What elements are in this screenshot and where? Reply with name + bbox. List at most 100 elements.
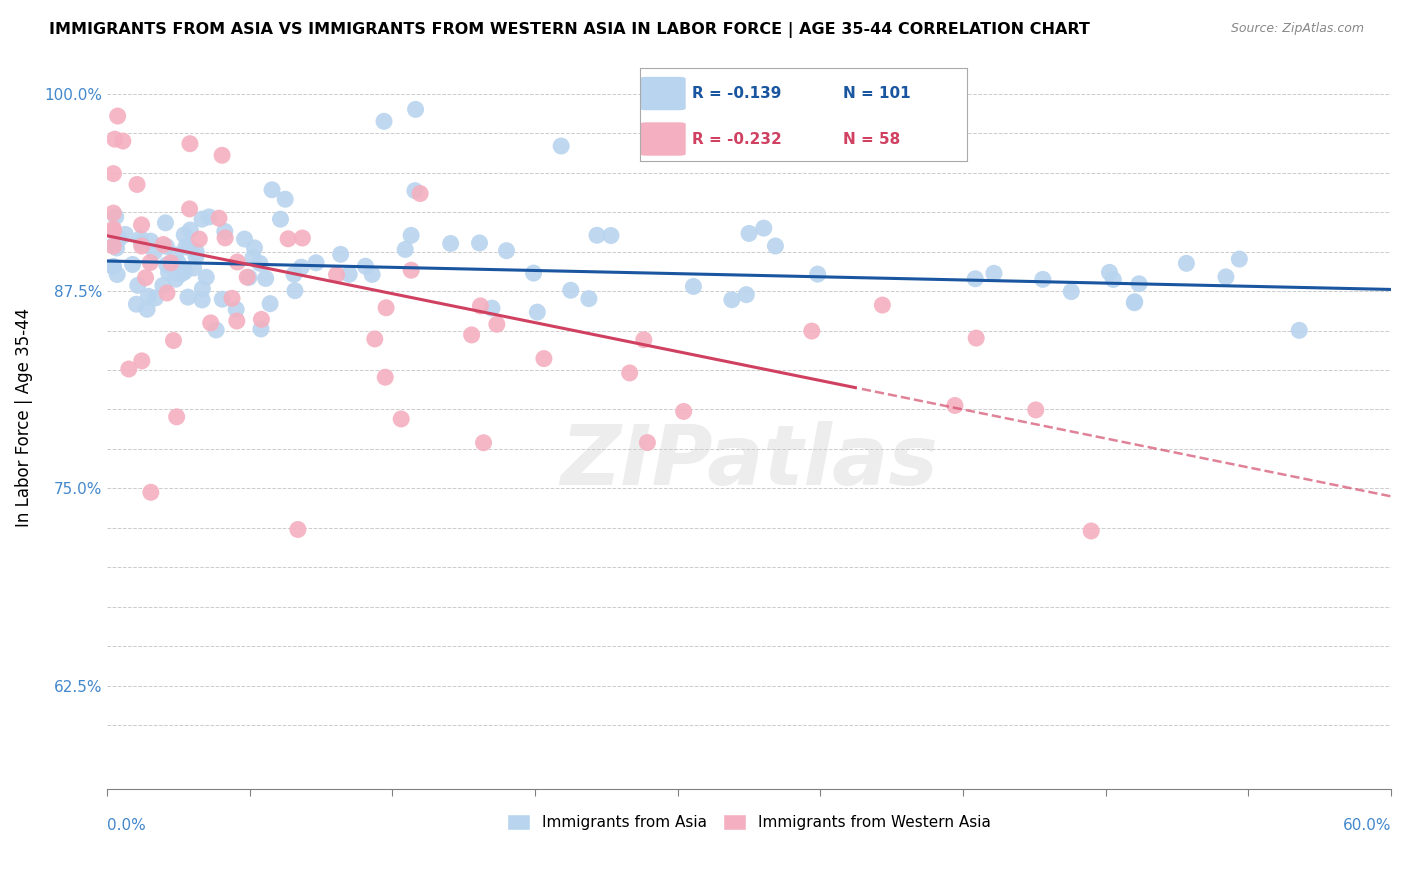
Text: 60.0%: 60.0% [1343,818,1391,833]
Point [118,362,141,376]
Point [145,291,167,305]
Point [269,212,291,227]
Point [375,301,398,315]
Point [752,221,775,235]
Point [170,267,193,281]
Point [526,305,548,319]
Text: IMMIGRANTS FROM ASIA VS IMMIGRANTS FROM WESTERN ASIA IN LABOR FORCE | AGE 35-44 : IMMIGRANTS FROM ASIA VS IMMIGRANTS FROM … [49,22,1090,38]
Point [260,183,283,197]
Point [198,210,221,224]
Point [179,223,201,237]
Point [550,139,572,153]
Point [179,136,201,151]
Point [361,268,384,282]
Point [165,248,187,262]
Y-axis label: In Labor Force | Age 35-44: In Labor Force | Age 35-44 [15,308,32,527]
Point [586,228,609,243]
Point [1123,295,1146,310]
Point [136,302,159,317]
Point [183,260,205,275]
Point [1128,277,1150,291]
Point [103,239,125,253]
Point [1227,252,1250,266]
Point [373,114,395,128]
Point [807,267,830,281]
Point [103,222,125,236]
Point [191,282,214,296]
Point [108,231,131,245]
Point [129,231,152,245]
Point [236,270,259,285]
Point [250,322,273,336]
Point [672,404,695,418]
Point [139,234,162,248]
Point [633,333,655,347]
Point [1080,524,1102,538]
Point [103,238,125,252]
Point [290,260,312,275]
Point [174,240,197,254]
Point [404,184,426,198]
Point [166,266,188,280]
Point [325,268,347,282]
Point [188,232,211,246]
Point [409,186,432,201]
Point [721,293,744,307]
Point [965,272,987,286]
Point [157,265,180,279]
Point [1288,323,1310,337]
Point [214,224,236,238]
Point [1102,272,1125,286]
Point [105,268,128,282]
Point [166,409,188,424]
Point [259,296,281,310]
Point [468,235,491,250]
Point [578,292,600,306]
Point [399,263,422,277]
Point [103,224,125,238]
Point [619,366,641,380]
Point [1098,265,1121,279]
Point [254,271,277,285]
Point [682,279,704,293]
Point [472,435,495,450]
Point [533,351,555,366]
Point [138,289,160,303]
Point [226,255,249,269]
Text: Source: ZipAtlas.com: Source: ZipAtlas.com [1230,22,1364,36]
Point [131,239,153,253]
Point [131,235,153,250]
Point [184,250,207,264]
Point [103,260,125,274]
Point [250,312,273,326]
Point [242,251,264,265]
Point [305,256,328,270]
Point [104,132,127,146]
Point [208,211,231,226]
Point [291,231,314,245]
Point [225,302,247,317]
Point [186,244,208,259]
Point [763,239,786,253]
Point [125,297,148,311]
Point [1215,269,1237,284]
Point [225,314,247,328]
Point [249,256,271,270]
Point [283,268,305,282]
Point [485,318,508,332]
Legend: Immigrants from Asia, Immigrants from Western Asia: Immigrants from Asia, Immigrants from We… [501,808,997,837]
Point [155,216,177,230]
Point [872,298,894,312]
Point [560,283,582,297]
Point [103,167,125,181]
Point [127,278,149,293]
Point [523,266,546,280]
Point [983,266,1005,280]
Point [735,287,758,301]
Point [495,244,517,258]
Point [243,241,266,255]
Point [211,292,233,306]
Point [1175,256,1198,270]
Point [131,354,153,368]
Point [152,237,174,252]
